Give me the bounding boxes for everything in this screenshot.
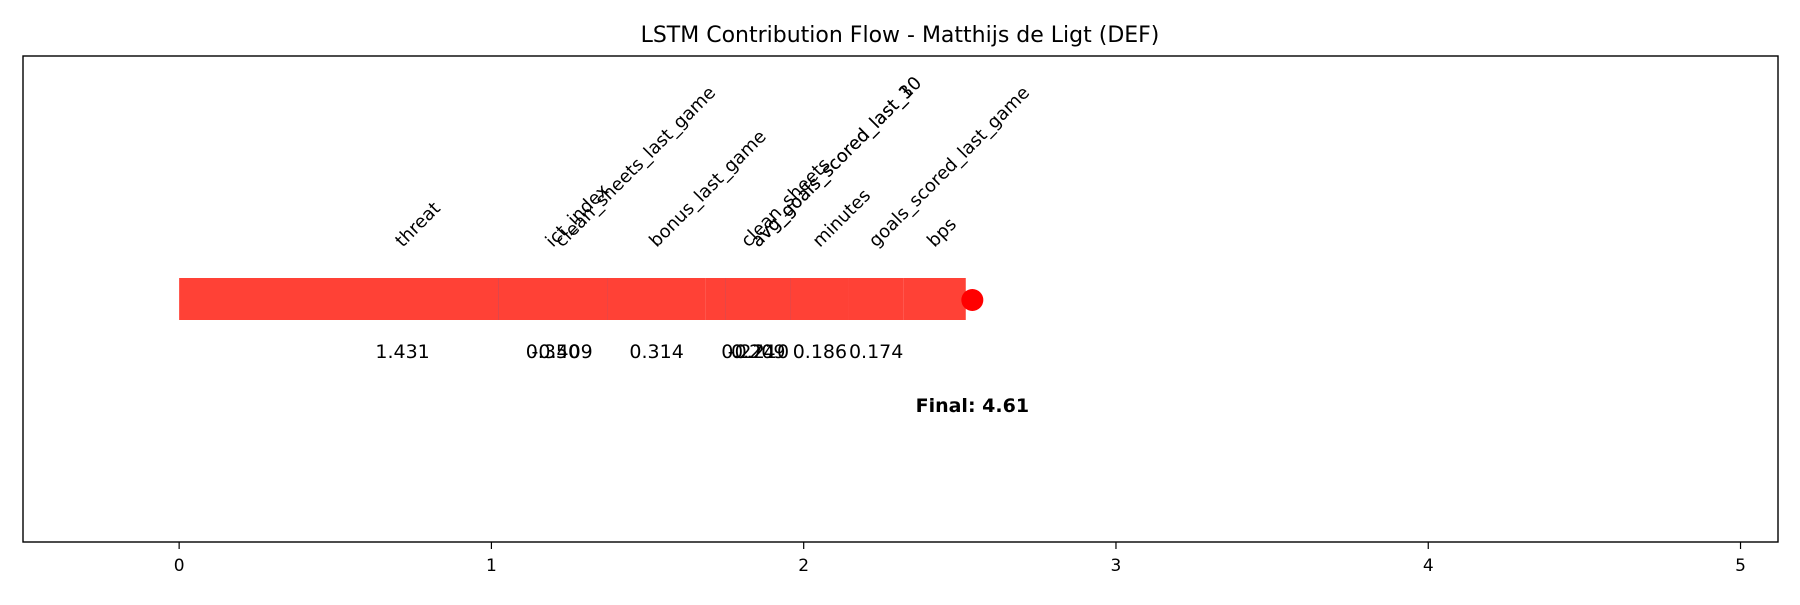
contribution-segment: [903, 278, 966, 320]
feature-name-label: minutes: [809, 185, 875, 251]
x-tick-label: 0: [174, 556, 185, 576]
contribution-segments: [179, 278, 966, 320]
x-tick-label: 4: [1423, 556, 1434, 576]
final-label: Final: 4.61: [916, 395, 1029, 417]
contribution-value-label: 0.274: [721, 341, 775, 363]
contribution-value-label: 1.431: [375, 341, 429, 363]
contribution-value-label: 0.209: [731, 341, 785, 363]
x-tick-label: 2: [798, 556, 809, 576]
contribution-segment: [607, 278, 706, 320]
contribution-segment: [848, 278, 904, 320]
contribution-segment: [725, 278, 791, 320]
final-marker: [961, 289, 984, 311]
chart-title: LSTM Contribution Flow - Matthijs de Lig…: [641, 23, 1160, 48]
contribution-value-label: -0.409: [532, 341, 593, 363]
feature-name-label: threat: [391, 198, 444, 251]
feature-name-label: bps: [923, 214, 961, 252]
plot-frame: [22, 55, 1779, 543]
contribution-value-label: 0.350: [526, 341, 580, 363]
contribution-value-label: 0.314: [629, 341, 683, 363]
contribution-value-label: -0.210: [728, 341, 789, 363]
x-tick-label: 3: [1111, 556, 1122, 576]
feature-name-label: ict_index: [542, 180, 614, 252]
x-tick-label: 5: [1735, 556, 1746, 576]
contribution-value-label: 0.186: [793, 341, 847, 363]
x-tick-label: 1: [486, 556, 497, 576]
contribution-value-label: 0.174: [849, 341, 903, 363]
contribution-segment: [790, 278, 849, 320]
x-axis: 0 1 2 3 4 5: [174, 542, 1746, 576]
contribution-segment: [498, 278, 608, 320]
